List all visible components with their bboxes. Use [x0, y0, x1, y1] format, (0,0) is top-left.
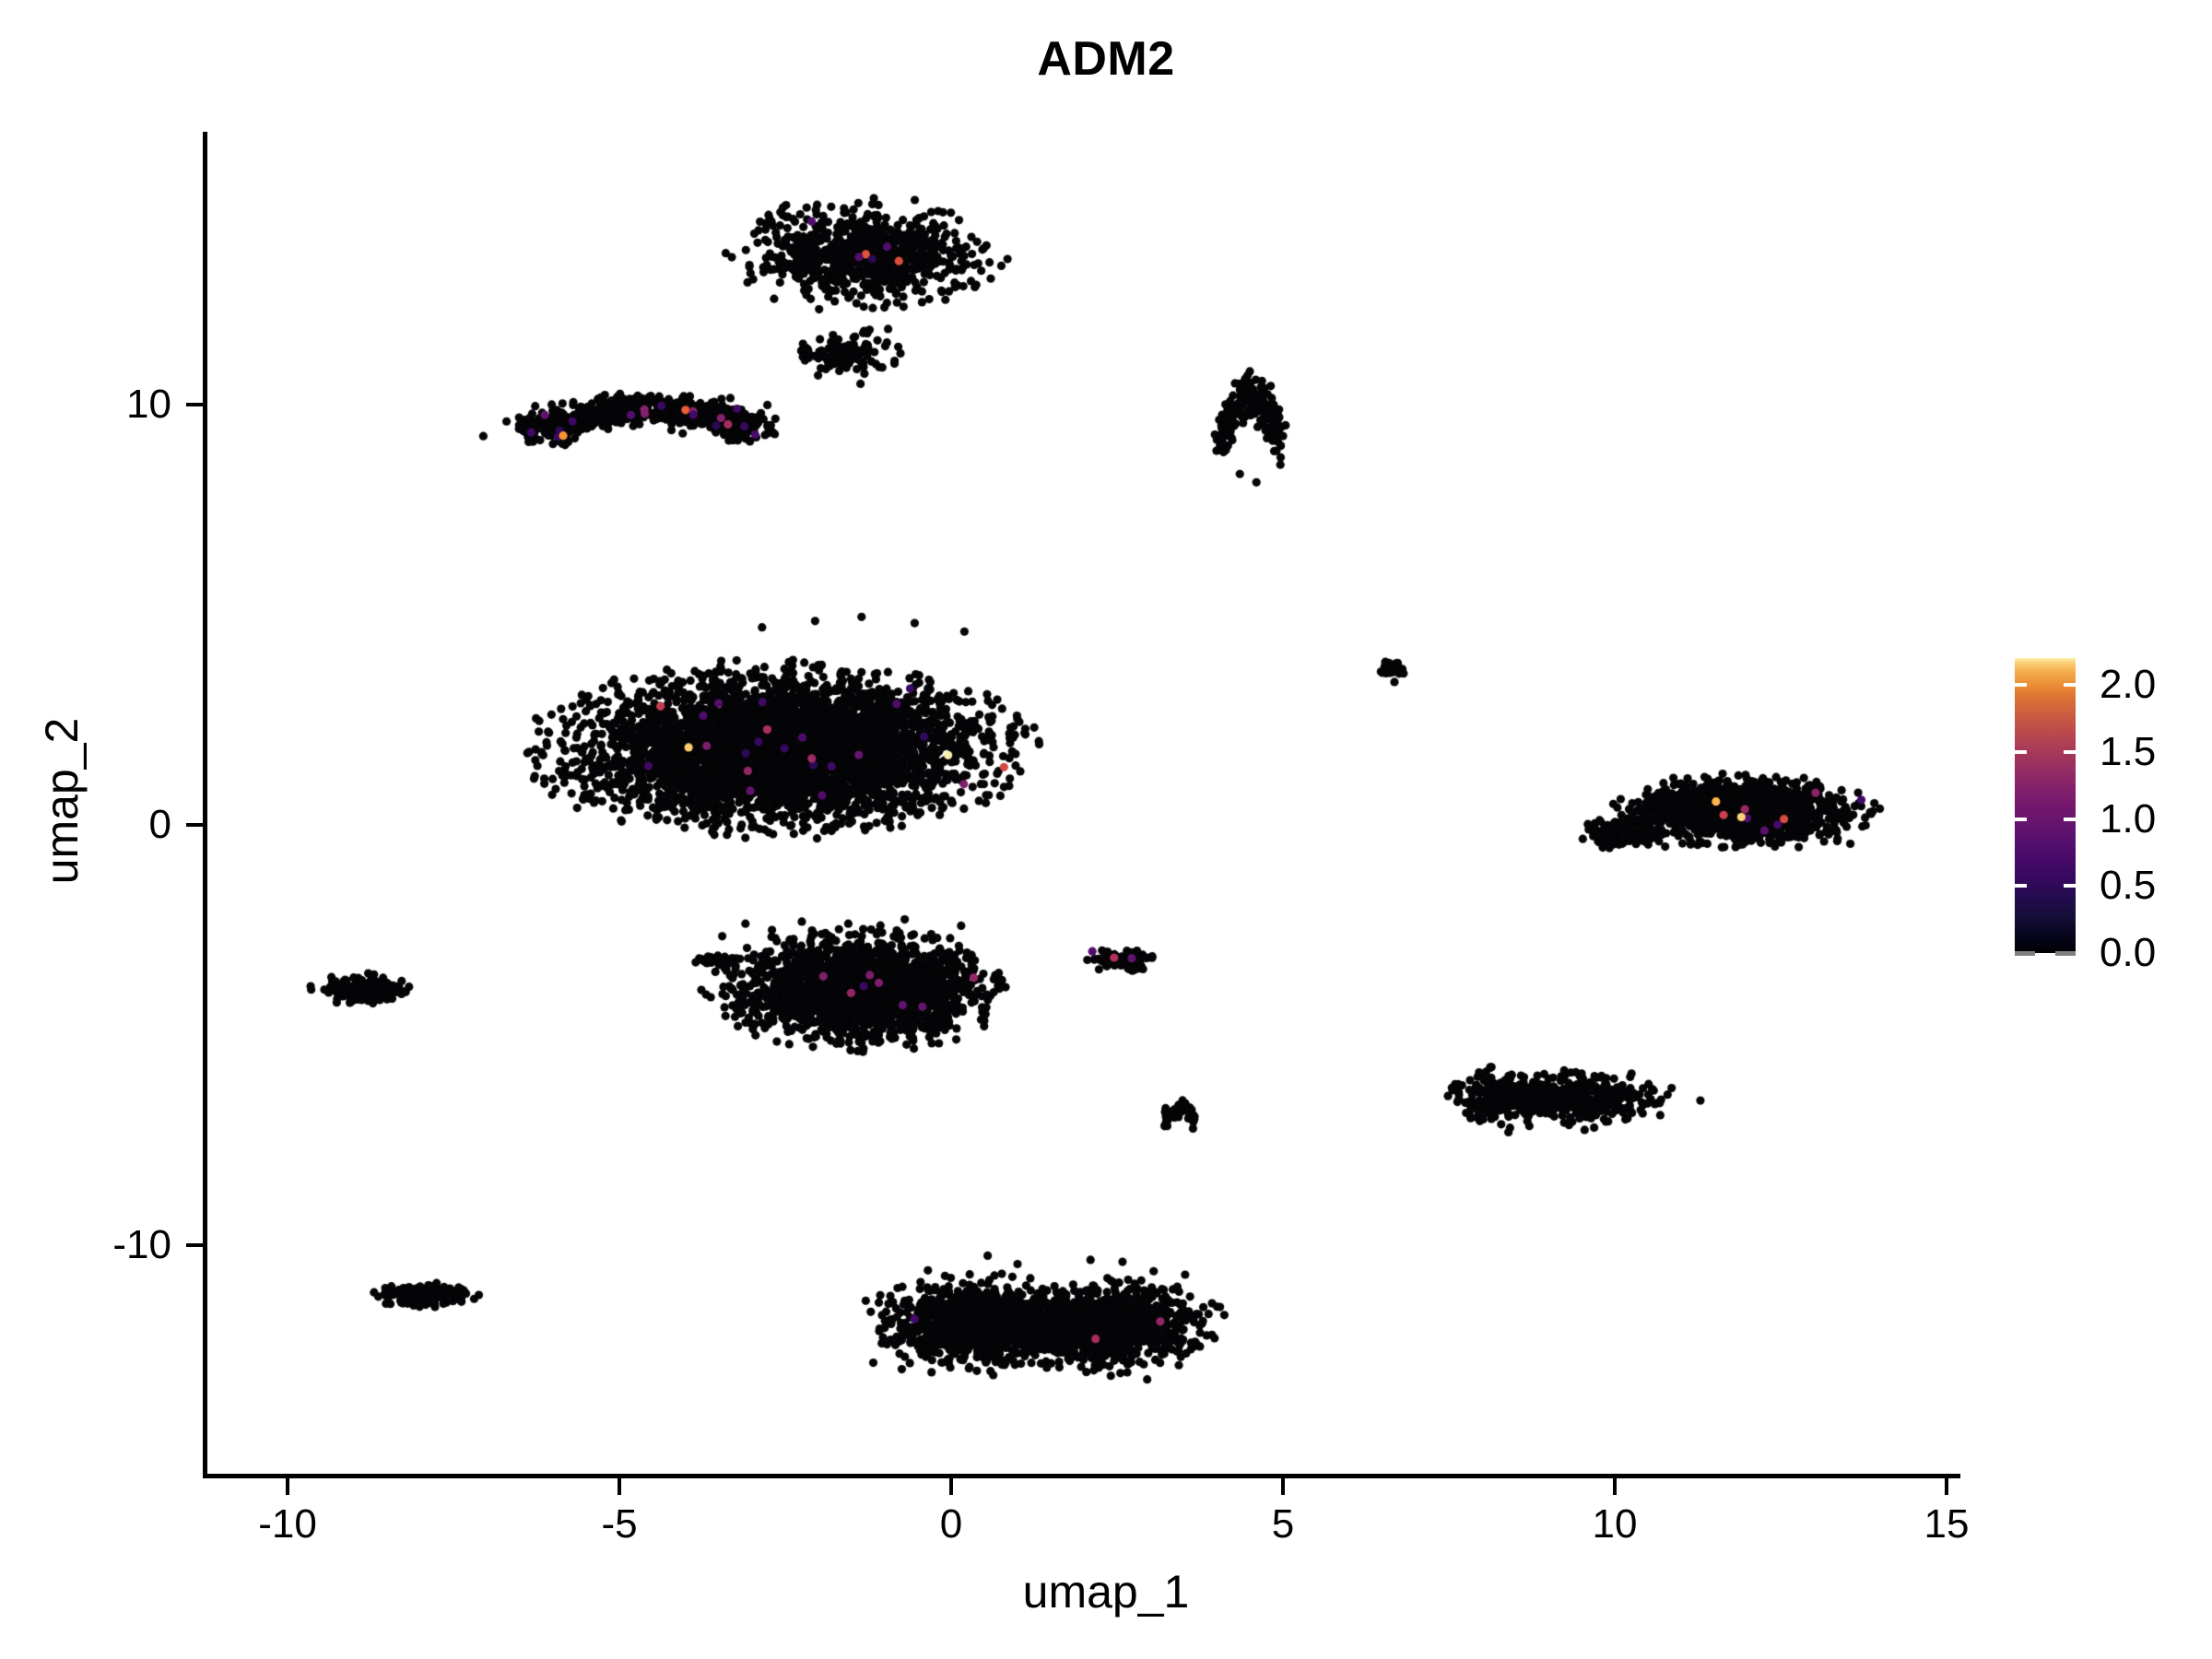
page-title: ADM2 — [1037, 32, 1175, 86]
colorbar-tick-mark — [2015, 749, 2027, 754]
y-tick-label: 10 — [126, 382, 171, 427]
colorbar-tick-mark — [2015, 683, 2027, 688]
colorbar-tick-mark — [2015, 951, 2035, 956]
colorbar-tick-label: 1.5 — [2100, 728, 2157, 774]
colorbar-tick-label: 0.0 — [2100, 930, 2157, 975]
colorbar-tick-mark — [2064, 884, 2076, 888]
scatter-points-layer — [206, 132, 1959, 1476]
colorbar-tick-label: 2.0 — [2100, 662, 2157, 708]
colorbar-tick-mark — [2015, 817, 2027, 821]
colorbar-gradient — [2015, 658, 2076, 953]
y-tick-mark — [186, 823, 203, 827]
colorbar-tick-label: 0.5 — [2100, 863, 2157, 909]
y-axis-label: umap_2 — [36, 717, 88, 885]
x-axis-spine — [203, 1474, 1960, 1478]
x-tick-label: 5 — [1271, 1501, 1295, 1547]
x-tick-mark — [618, 1478, 621, 1495]
colorbar-tick-mark — [2015, 884, 2027, 888]
x-tick-mark — [1945, 1478, 1948, 1495]
scatter-plot-panel — [206, 132, 1959, 1476]
colorbar-tick-mark — [2055, 951, 2076, 956]
y-axis-spine — [203, 132, 207, 1478]
x-tick-label: -5 — [601, 1501, 638, 1547]
colorbar-tick-mark — [2064, 749, 2076, 754]
x-tick-mark — [1613, 1478, 1617, 1495]
x-tick-label: 15 — [1924, 1501, 1970, 1547]
colorbar-tick-mark — [2064, 817, 2076, 821]
y-tick-label: -10 — [112, 1222, 171, 1267]
y-tick-label: 0 — [148, 802, 171, 847]
x-tick-label: -10 — [258, 1501, 317, 1547]
x-tick-label: 0 — [939, 1501, 963, 1547]
x-tick-mark — [949, 1478, 953, 1495]
colorbar-tick-mark — [2064, 683, 2076, 688]
colorbar-tick-label: 1.0 — [2100, 795, 2157, 841]
y-tick-mark — [186, 1243, 203, 1247]
x-axis-label: umap_1 — [1022, 1566, 1190, 1618]
x-tick-mark — [1281, 1478, 1285, 1495]
x-tick-label: 10 — [1592, 1501, 1638, 1547]
y-tick-mark — [186, 403, 203, 406]
x-tick-mark — [286, 1478, 289, 1495]
